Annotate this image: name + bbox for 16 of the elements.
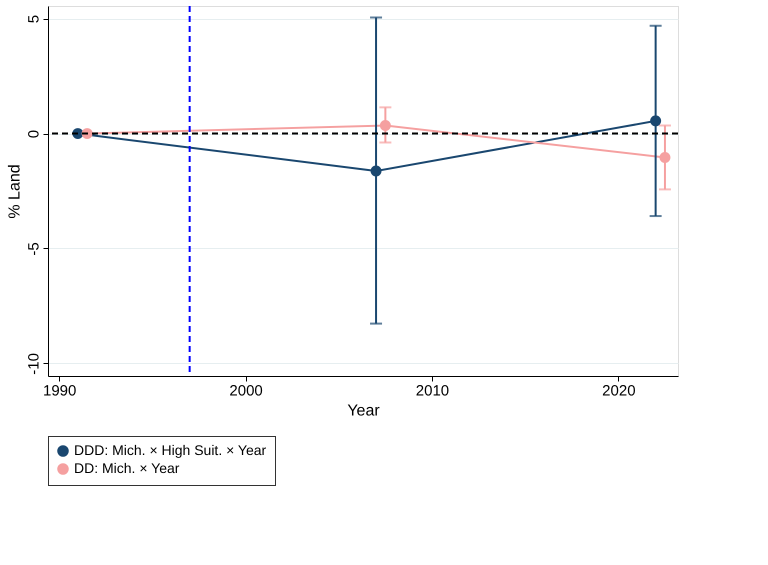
y-axis-title: % Land [6, 164, 24, 219]
x-tick-label: 2020 [602, 382, 636, 400]
point [380, 120, 391, 131]
x-tick-label: 1990 [42, 382, 76, 400]
x-axis-title: Year [347, 402, 380, 420]
y-tick-label: -10 [26, 353, 42, 375]
x-tick-label: 2000 [229, 382, 263, 400]
y-tick-label: 0 [26, 130, 42, 138]
point [370, 166, 382, 176]
y-tick-label: -5 [26, 242, 42, 256]
legend-label: DDD: Mich. × High Suit. × Year [74, 442, 267, 458]
point [650, 115, 662, 126]
point [659, 152, 670, 163]
legend-label: DD: Mich. × Year [74, 460, 180, 476]
x-tick-label: 2010 [416, 382, 450, 400]
y-tick-label: 5 [26, 14, 42, 24]
